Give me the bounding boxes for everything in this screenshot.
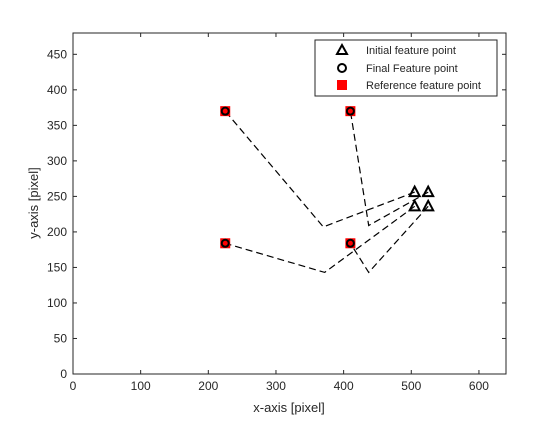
legend-marker-reference — [337, 80, 347, 90]
x-tick-label: 400 — [334, 379, 354, 393]
final-point — [345, 238, 355, 248]
x-tick-label: 200 — [198, 379, 218, 393]
y-axis-label: y-axis [pixel] — [26, 167, 41, 239]
y-tick-label: 450 — [47, 47, 67, 61]
legend-label-initial: Initial feature point — [366, 45, 456, 57]
x-tick-label: 0 — [70, 379, 77, 393]
ticks: 0 100 200 300 400 500 600 0 50 100 150 200 250 300 350… — [47, 33, 506, 393]
y-tick-label: 0 — [60, 367, 67, 381]
x-tick-label: 300 — [266, 379, 286, 393]
y-tick-label: 300 — [47, 154, 67, 168]
trajectory-line — [349, 111, 429, 227]
initial-point — [408, 184, 422, 198]
y-tick-label: 400 — [47, 83, 67, 97]
final-point — [220, 238, 230, 248]
initial-point — [421, 184, 435, 198]
initial-point — [408, 198, 422, 212]
initial-point — [421, 198, 435, 212]
y-tick-label: 150 — [47, 260, 67, 274]
legend-marker-final — [337, 63, 347, 73]
y-tick-label: 350 — [47, 118, 67, 132]
y-tick-label: 50 — [54, 331, 68, 345]
trajectories — [224, 110, 429, 274]
legend-label-final: Final Feature point — [366, 63, 458, 75]
legend-label-reference: Reference feature point — [366, 80, 481, 92]
reference-point — [345, 106, 356, 117]
markers — [220, 106, 435, 249]
reference-point — [220, 106, 231, 117]
legend-marker-initial — [335, 42, 349, 55]
x-tick-label: 100 — [131, 379, 151, 393]
x-axis-label: x-axis [pixel] — [253, 400, 325, 415]
final-point — [220, 106, 230, 116]
y-tick-label: 250 — [47, 189, 67, 203]
legend: Initial feature point Final Feature poin… — [314, 39, 498, 97]
x-tick-label: 500 — [401, 379, 421, 393]
trajectory-line — [224, 110, 415, 228]
y-tick-label: 100 — [47, 296, 67, 310]
trajectory-line — [225, 205, 416, 274]
y-tick-label: 200 — [47, 225, 67, 239]
final-point — [345, 106, 355, 116]
reference-point — [345, 238, 356, 249]
reference-point — [220, 238, 231, 249]
trajectory-line — [349, 205, 429, 274]
x-tick-label: 600 — [469, 379, 489, 393]
